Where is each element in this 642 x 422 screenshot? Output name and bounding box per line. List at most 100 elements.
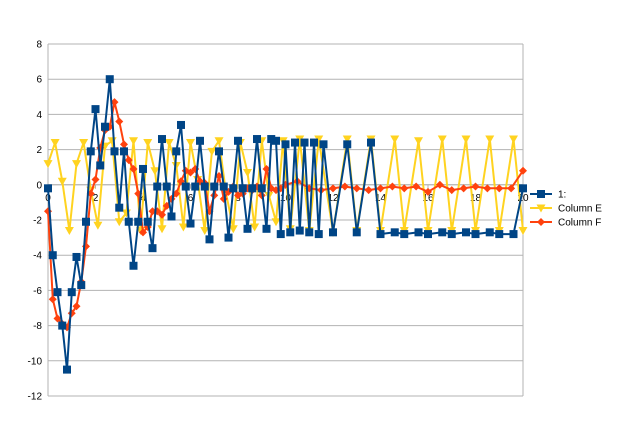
data-point xyxy=(129,261,138,270)
data-point xyxy=(414,228,423,237)
data-point xyxy=(462,228,470,237)
y-tick-label: -10 xyxy=(28,356,43,367)
data-point xyxy=(53,288,62,297)
data-point xyxy=(364,186,373,195)
data-point xyxy=(139,164,147,173)
data-point xyxy=(367,138,375,147)
data-point xyxy=(72,252,81,261)
y-tick-label: -4 xyxy=(33,251,42,262)
data-point xyxy=(72,160,81,169)
y-tick-label: 8 xyxy=(36,40,42,51)
data-point xyxy=(191,182,200,191)
data-point xyxy=(267,135,276,144)
data-point xyxy=(67,288,76,297)
data-point xyxy=(178,223,188,232)
data-point xyxy=(186,168,195,177)
data-point xyxy=(93,221,103,230)
data-point xyxy=(91,105,100,114)
y-tick-label: -2 xyxy=(33,216,42,227)
data-point xyxy=(483,184,492,193)
data-point xyxy=(207,147,217,156)
data-point xyxy=(129,137,138,146)
data-point xyxy=(214,137,224,146)
data-point xyxy=(110,98,119,107)
data-point xyxy=(186,139,195,148)
data-point xyxy=(134,217,143,226)
legend-entry: Column E xyxy=(530,204,602,215)
data-point xyxy=(224,233,233,242)
data-point xyxy=(115,117,124,126)
y-tick-label: 2 xyxy=(36,145,42,156)
data-point xyxy=(471,182,480,191)
legend-entry: 1: xyxy=(530,190,566,201)
data-point xyxy=(519,184,527,193)
legend-label: Column F xyxy=(558,218,601,229)
data-point xyxy=(291,138,299,147)
data-point xyxy=(495,230,504,239)
data-point xyxy=(139,228,147,237)
data-point xyxy=(343,140,352,149)
data-point xyxy=(181,182,190,191)
data-point xyxy=(110,147,119,156)
data-point xyxy=(243,224,252,233)
data-point xyxy=(50,139,60,148)
data-point xyxy=(158,135,166,144)
legend-marker xyxy=(537,190,545,198)
data-point xyxy=(200,182,209,191)
data-point xyxy=(158,210,166,219)
data-point xyxy=(400,230,409,239)
data-point xyxy=(272,136,280,145)
data-point xyxy=(342,135,352,144)
data-point xyxy=(447,186,456,195)
data-point xyxy=(390,135,400,144)
data-point xyxy=(228,225,238,234)
data-point xyxy=(219,182,228,191)
data-point xyxy=(120,140,128,149)
data-point xyxy=(300,138,309,147)
data-point xyxy=(340,182,349,191)
data-point xyxy=(48,295,57,304)
data-point xyxy=(143,217,152,226)
data-point xyxy=(243,168,252,177)
legend-label: Column E xyxy=(558,204,602,215)
data-point xyxy=(215,147,223,156)
legend-marker xyxy=(537,218,545,226)
data-point xyxy=(485,228,494,237)
data-point xyxy=(196,136,204,145)
data-point xyxy=(153,182,162,191)
legend-entry: Column F xyxy=(530,218,601,229)
data-point xyxy=(157,225,167,234)
data-point xyxy=(129,164,138,173)
data-point xyxy=(471,230,480,239)
y-axis-tick-labels: 8 6 4 2 0 -2 -4 -6 -8 -10 -12 xyxy=(28,40,43,403)
data-point xyxy=(276,230,285,239)
data-point xyxy=(172,147,181,156)
data-point xyxy=(114,218,124,227)
data-point xyxy=(507,184,516,193)
data-point xyxy=(519,166,527,175)
data-point xyxy=(319,140,328,149)
data-point xyxy=(435,180,444,189)
data-point xyxy=(424,230,432,239)
data-point xyxy=(186,219,195,228)
data-point xyxy=(281,140,290,149)
data-point xyxy=(400,184,409,193)
data-point xyxy=(48,251,57,260)
series-line xyxy=(47,78,524,371)
data-point xyxy=(485,135,495,144)
data-point xyxy=(459,184,468,193)
data-point xyxy=(495,184,504,193)
data-point xyxy=(310,138,318,147)
data-point xyxy=(177,120,185,129)
data-point xyxy=(376,230,385,239)
data-point xyxy=(329,228,337,237)
data-point xyxy=(150,167,160,176)
x-tick-label: 18 xyxy=(470,193,482,204)
data-point xyxy=(205,235,214,244)
data-point xyxy=(412,182,421,191)
data-point xyxy=(438,228,447,237)
data-point xyxy=(148,244,157,253)
data-point xyxy=(58,321,67,330)
data-point xyxy=(314,135,324,144)
legend: 1: Column E Column F xyxy=(530,190,602,229)
